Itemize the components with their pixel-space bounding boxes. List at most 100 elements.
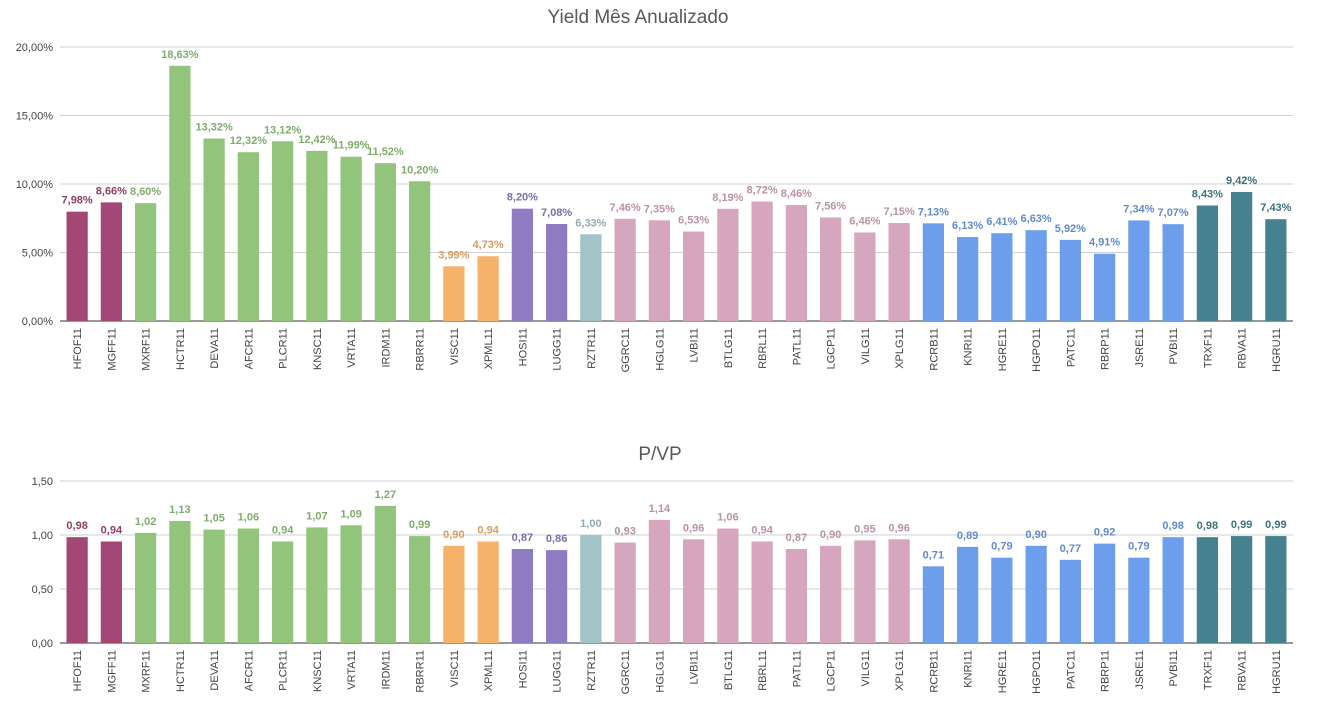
data-label: 0,99 (1265, 519, 1286, 531)
bar-xpml11 (477, 541, 499, 643)
x-tick-label: PLCR11 (278, 328, 290, 369)
bar-ggrc11 (614, 542, 636, 643)
data-label: 1,14 (649, 503, 671, 515)
data-label: 0,94 (101, 524, 123, 536)
x-tick-label: HGLG11 (654, 328, 666, 371)
data-label: 1,06 (717, 512, 738, 524)
bar-hgpo11 (1025, 545, 1047, 643)
x-tick-label: MXRF11 (141, 328, 153, 371)
data-label: 10,20% (401, 164, 439, 176)
x-tick-label: PATC11 (1065, 650, 1077, 689)
x-tick-label: PATL11 (791, 328, 803, 365)
data-label: 6,63% (1021, 213, 1052, 225)
bar-rbrp11 (1094, 253, 1116, 321)
x-tick-label: RBRR11 (415, 650, 427, 693)
bar-rcrb11 (922, 566, 944, 643)
data-label: 3,99% (438, 249, 469, 261)
x-tick-label: LUGG11 (552, 650, 564, 693)
bar-hglg11 (648, 519, 670, 643)
data-label: 6,41% (986, 216, 1017, 228)
bar-hgru11 (1265, 536, 1287, 643)
bar-jsre11 (1128, 557, 1150, 643)
bar-pvbi11 (1162, 224, 1184, 321)
chart-yield: 0,00% 5,00% 10,00% 15,00% 20,00% 7,98% HFOF11 8… (16, 42, 1293, 372)
data-label: 4,91% (1089, 237, 1120, 249)
x-tick-label: VRTA11 (346, 328, 358, 368)
x-tick-label: RZTR11 (586, 328, 598, 369)
data-label: 6,46% (849, 215, 880, 227)
data-label: 1,13 (169, 504, 190, 516)
data-label: 7,07% (1158, 207, 1189, 219)
bar-knri11 (957, 237, 979, 321)
bar-rztr11 (580, 535, 602, 643)
bar-rbrl11 (751, 541, 773, 643)
x-tick-label: LVBI11 (689, 328, 701, 362)
x-tick-label: DEVA11 (209, 328, 221, 369)
data-label: 1,02 (135, 516, 156, 528)
bar-hgru11 (1265, 219, 1287, 321)
x-tick-label: PLCR11 (278, 650, 290, 691)
x-tick-label: HGRU11 (1271, 328, 1283, 372)
bar-vilg11 (854, 232, 876, 321)
x-tick-label: HCTR11 (175, 328, 187, 370)
data-label: 8,60% (130, 186, 161, 198)
bar-hgpo11 (1025, 230, 1047, 321)
x-tick-label: XPLG11 (894, 328, 906, 369)
data-label: 0,98 (66, 520, 87, 532)
bar-plcr11 (272, 541, 294, 643)
data-label: 7,13% (918, 206, 949, 218)
bar-mgff11 (100, 541, 122, 643)
data-label: 8,66% (96, 185, 127, 197)
bar-knri11 (957, 546, 979, 643)
x-tick-label: LUGG11 (552, 328, 564, 371)
x-tick-label: RBVA11 (1237, 328, 1249, 369)
bar-hglg11 (648, 220, 670, 321)
data-label: 0,89 (957, 530, 978, 542)
y-tick-label: 10,00% (16, 179, 54, 191)
x-tick-label: JSRE11 (1134, 328, 1146, 368)
bar-lugg11 (546, 550, 568, 643)
data-label: 8,43% (1192, 189, 1223, 201)
x-tick-label: HCTR11 (175, 650, 187, 692)
bar-vrta11 (340, 156, 362, 321)
x-tick-label: BTLG11 (723, 328, 735, 368)
x-tick-label: PVBI11 (1168, 650, 1180, 687)
bar-hosi11 (511, 208, 533, 321)
x-tick-label: KNRI11 (963, 328, 975, 366)
bar-lgcp11 (820, 217, 842, 321)
x-tick-label: HGLG11 (654, 650, 666, 693)
bar-hosi11 (511, 549, 533, 643)
x-tick-label: IRDM11 (380, 328, 392, 368)
x-tick-label: KNSC11 (312, 650, 324, 692)
x-tick-label: HGRU11 (1271, 650, 1283, 694)
data-label: 0,71 (923, 549, 944, 561)
bar-patc11 (1059, 239, 1081, 321)
data-label: 6,53% (678, 215, 709, 227)
bar-irdm11 (374, 505, 396, 643)
y-tick-label: 15,00% (16, 111, 54, 123)
x-tick-label: RZTR11 (586, 650, 598, 691)
x-tick-label: TRXF11 (1202, 328, 1214, 368)
data-label: 0,98 (1162, 520, 1183, 532)
x-tick-label: PVBI11 (1168, 328, 1180, 365)
data-label: 1,06 (238, 512, 259, 524)
data-label: 0,96 (683, 522, 704, 534)
data-label: 0,98 (1197, 520, 1218, 532)
data-label: 7,15% (884, 206, 915, 218)
data-label: 0,94 (751, 524, 773, 536)
bar-rcrb11 (922, 223, 944, 321)
bar-patc11 (1059, 559, 1081, 643)
bar-mgff11 (100, 202, 122, 321)
data-label: 0,79 (1128, 541, 1149, 553)
bar-patl11 (785, 205, 807, 321)
data-label: 11,99% (333, 140, 370, 152)
data-label: 7,34% (1123, 203, 1154, 215)
data-label: 0,77 (1060, 543, 1081, 555)
data-label: 0,90 (820, 529, 841, 541)
data-label: 18,63% (161, 49, 199, 61)
x-tick-label: HGPO11 (1031, 328, 1043, 372)
chart-title-pvp: P/VP (638, 444, 681, 465)
data-label: 0,95 (854, 523, 875, 535)
bar-mxrf11 (135, 203, 157, 321)
